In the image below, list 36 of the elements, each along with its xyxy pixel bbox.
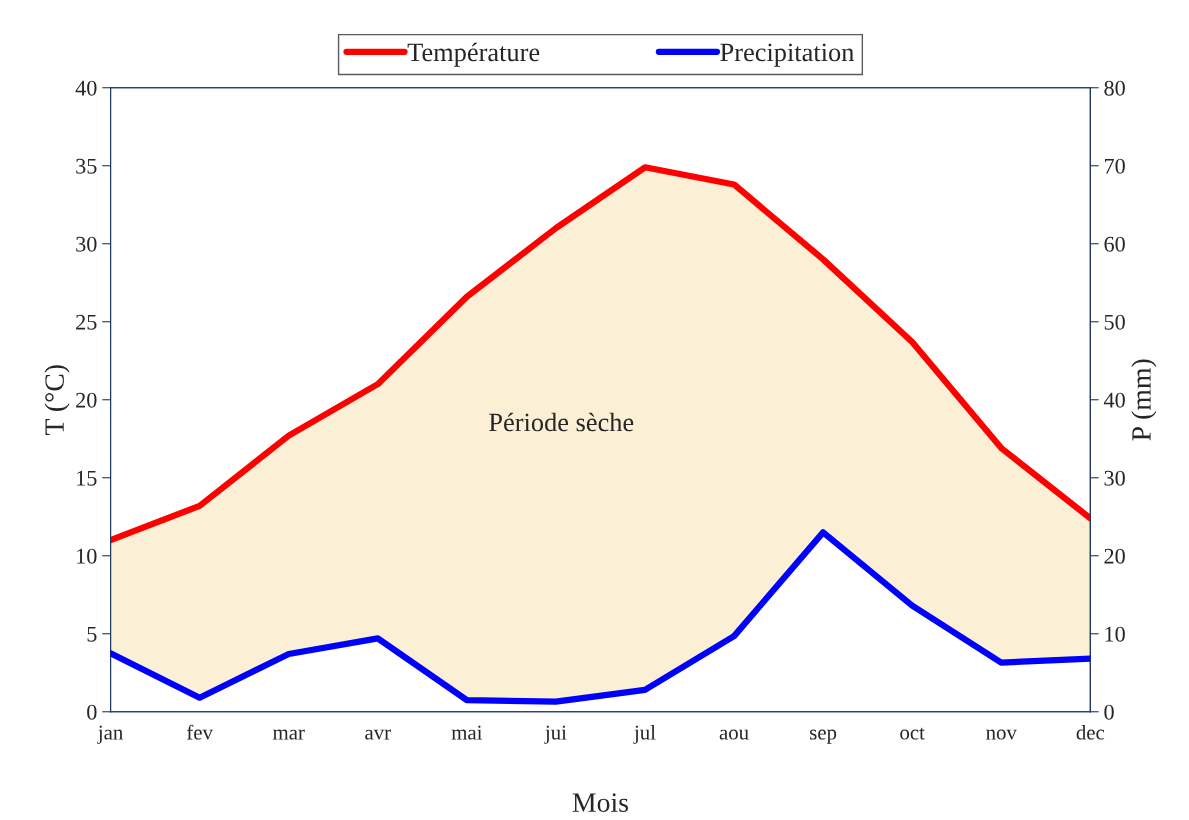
y-tick-label: 0 bbox=[87, 704, 97, 720]
y2-tick-label: 20 bbox=[1104, 548, 1125, 564]
annotation: Période sèche bbox=[489, 412, 634, 432]
x-tick-label: jui bbox=[544, 725, 567, 744]
y-axis-title: T (°C) bbox=[44, 365, 70, 436]
x-tick-label: sep bbox=[810, 729, 837, 744]
y-tick-label: 35 bbox=[76, 158, 97, 174]
y-tick-label: 30 bbox=[76, 236, 97, 252]
y2-tick-label: 80 bbox=[1104, 80, 1125, 96]
y-tick-label: 10 bbox=[77, 548, 97, 564]
legend-label: Precipitation bbox=[720, 43, 855, 67]
x-tick-label: jan bbox=[97, 725, 123, 744]
x-tick-label: jul bbox=[633, 724, 656, 744]
x-tick-label: fev bbox=[186, 724, 213, 740]
x-tick-label: oct bbox=[900, 727, 925, 740]
x-tick-label: mai bbox=[451, 725, 483, 740]
x-axis-title: Mois bbox=[572, 793, 628, 813]
y2-tick-label: 0 bbox=[1104, 704, 1114, 720]
x-tick-label: dec bbox=[1076, 724, 1105, 740]
y2-tick-label: 60 bbox=[1104, 236, 1125, 252]
y-tick-label: 40 bbox=[75, 80, 97, 96]
y-tick-label: 5 bbox=[87, 626, 97, 642]
y-tick-label: 25 bbox=[76, 314, 97, 330]
y2-tick-label: 10 bbox=[1105, 626, 1125, 642]
y2-tick-label: 30 bbox=[1104, 470, 1125, 486]
y2-tick-label: 50 bbox=[1104, 314, 1125, 330]
y2-axis-title: P (mm) bbox=[1131, 359, 1157, 441]
x-tick-label: nov bbox=[986, 729, 1017, 740]
y2-tick-label: 70 bbox=[1104, 158, 1125, 174]
x-tick-label: avr bbox=[365, 729, 391, 740]
x-tick-label: aou bbox=[719, 729, 749, 740]
y-tick-label: 15 bbox=[77, 470, 97, 486]
legend-label: Température bbox=[407, 42, 540, 67]
x-tick-label: mar bbox=[272, 729, 305, 740]
y2-tick-label: 40 bbox=[1103, 392, 1125, 408]
y-tick-label: 20 bbox=[76, 392, 97, 408]
